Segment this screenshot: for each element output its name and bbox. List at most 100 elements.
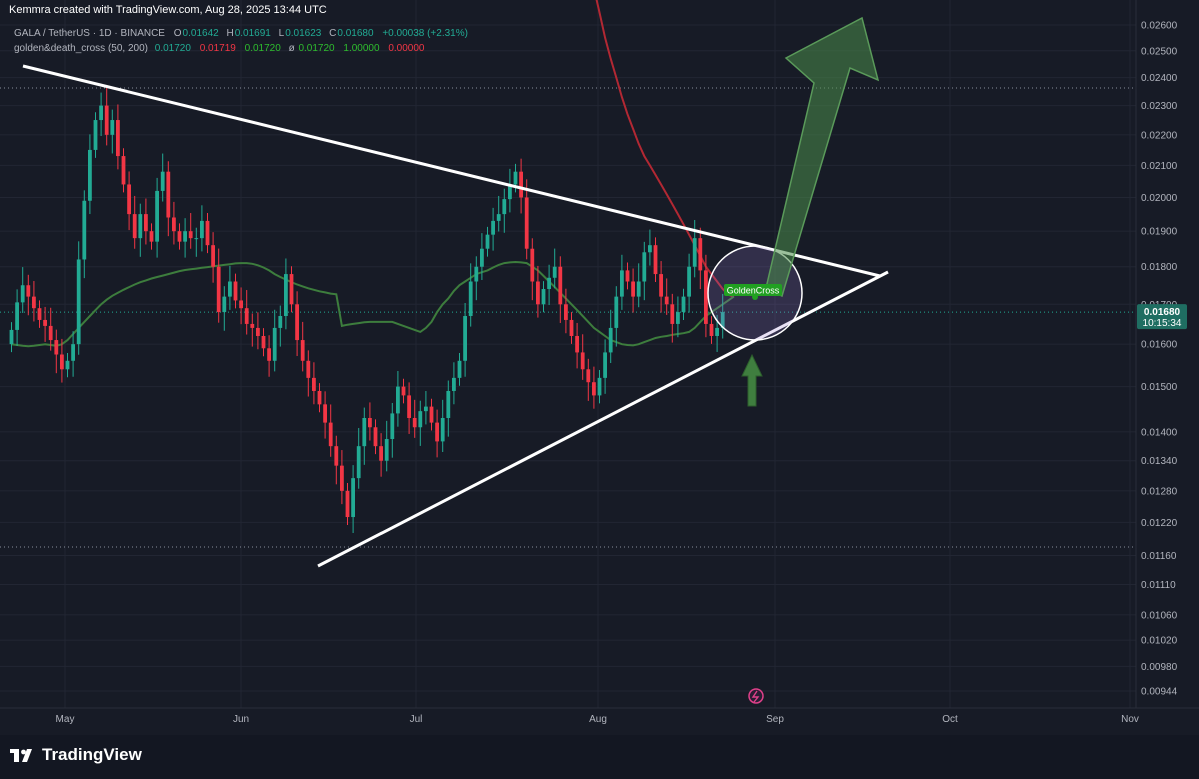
- indicator-value-3: 0.01720: [244, 43, 281, 54]
- candle-down: [530, 238, 535, 301]
- candle-body: [132, 214, 137, 239]
- x-tick-label: Aug: [589, 714, 607, 725]
- candle-body: [345, 490, 350, 518]
- candle-up: [642, 241, 647, 301]
- golden-cross-label: GoldenCross: [727, 286, 780, 296]
- y-tick-label: 0.01500: [1141, 382, 1178, 393]
- ohlc-low: 0.01623: [285, 28, 322, 39]
- candle-body: [704, 270, 708, 324]
- candle-up: [424, 391, 428, 425]
- candle-down: [592, 366, 596, 409]
- candle-body: [676, 312, 680, 324]
- candle-body: [43, 319, 47, 326]
- candle-body: [620, 270, 624, 297]
- candle-body: [564, 304, 568, 320]
- candle-up: [547, 264, 551, 305]
- candle-up: [82, 190, 87, 279]
- candle-body: [552, 266, 557, 278]
- indicator-symbol: ø: [288, 43, 295, 54]
- candle-body: [65, 360, 70, 370]
- event-flash-icon: [748, 688, 764, 704]
- last-price-value: 0.01680: [1144, 307, 1181, 318]
- candle-up: [452, 362, 456, 405]
- candle-up: [351, 465, 355, 534]
- candle-body: [642, 252, 647, 282]
- ohlc-h-label: H: [226, 28, 234, 39]
- candle-down: [558, 256, 563, 323]
- candle-body: [446, 390, 451, 418]
- candle-body: [88, 149, 92, 201]
- indicator-value-4: 0.01720: [298, 43, 335, 54]
- candle-up: [356, 428, 361, 489]
- candle-body: [452, 377, 456, 391]
- candle-down: [121, 148, 126, 193]
- y-tick-label: 0.00980: [1141, 662, 1178, 673]
- ohlc-change: +0.00038 (+2.31%): [382, 28, 468, 39]
- tradingview-wordmark: TradingView: [42, 745, 142, 764]
- y-tick-label: 0.01110: [1141, 580, 1176, 591]
- x-tick-label: Oct: [942, 714, 958, 725]
- candle-up: [278, 305, 283, 347]
- candle-body: [93, 120, 98, 150]
- candle-down: [659, 261, 663, 313]
- candle-body: [558, 266, 563, 305]
- candle-up: [446, 380, 451, 437]
- indicator-value-5: 1.00000: [343, 43, 380, 54]
- candle-down: [104, 87, 109, 146]
- chart-area[interactable]: GoldenCross 0.02600 0.02500 0.02400 0.02300…: [0, 0, 1199, 735]
- candle-body: [222, 296, 227, 313]
- y-tick-label: 0.02400: [1141, 73, 1178, 84]
- candle-body: [267, 348, 271, 361]
- chart-header: Kemmra created with TradingView.com, Aug…: [0, 0, 1199, 54]
- candle-body: [519, 171, 523, 198]
- candle-body: [390, 413, 395, 440]
- candle-down: [144, 198, 148, 245]
- candle-body: [160, 171, 165, 191]
- candle-body: [474, 266, 479, 282]
- tradingview-logo[interactable]: TradingView: [10, 745, 142, 765]
- candle-up: [480, 233, 484, 281]
- candle-body: [116, 120, 120, 157]
- indicator-value-6: 0.00000: [388, 43, 425, 54]
- candle-up: [687, 253, 691, 313]
- upper-trend-line: [22, 64, 881, 278]
- candle-down: [340, 450, 344, 505]
- candle-body: [76, 259, 81, 345]
- y-tick-label: 0.01800: [1141, 262, 1178, 273]
- candle-down: [250, 313, 255, 347]
- price-chart[interactable]: GoldenCross 0.02600 0.02500 0.02400 0.02300…: [0, 0, 1199, 735]
- candle-up: [228, 265, 232, 310]
- candle-down: [334, 435, 339, 485]
- y-tick-label: 0.01060: [1141, 610, 1178, 621]
- candle-down: [536, 265, 540, 318]
- candle-up: [9, 322, 14, 353]
- candle-up: [681, 288, 686, 321]
- candle-body: [295, 304, 299, 341]
- candle-body: [9, 329, 14, 345]
- candle-down: [670, 293, 675, 343]
- candle-body: [401, 386, 406, 396]
- candle-up: [603, 339, 607, 394]
- candle-body: [233, 281, 238, 301]
- candle-down: [709, 316, 714, 344]
- candle-up: [155, 177, 159, 258]
- golden-cross-label-box: [724, 284, 782, 296]
- candle-body: [524, 197, 529, 249]
- candle-body: [648, 245, 652, 253]
- candle-body: [720, 312, 725, 328]
- last-price-badge-bg: [1137, 304, 1187, 330]
- candle-down: [345, 482, 350, 525]
- candle-body: [261, 335, 266, 349]
- candle-down: [401, 378, 406, 404]
- candle-up: [362, 407, 367, 465]
- candle-body: [244, 308, 249, 324]
- candle-down: [289, 266, 294, 313]
- y-tick-label: 0.01160: [1141, 551, 1177, 562]
- candle-up: [491, 207, 495, 251]
- candle-up: [636, 263, 641, 308]
- y-tick-label: 0.02100: [1141, 161, 1178, 172]
- candle-down: [412, 399, 417, 438]
- candle-up: [194, 227, 199, 257]
- candle-body: [698, 238, 703, 271]
- candle-down: [564, 288, 568, 334]
